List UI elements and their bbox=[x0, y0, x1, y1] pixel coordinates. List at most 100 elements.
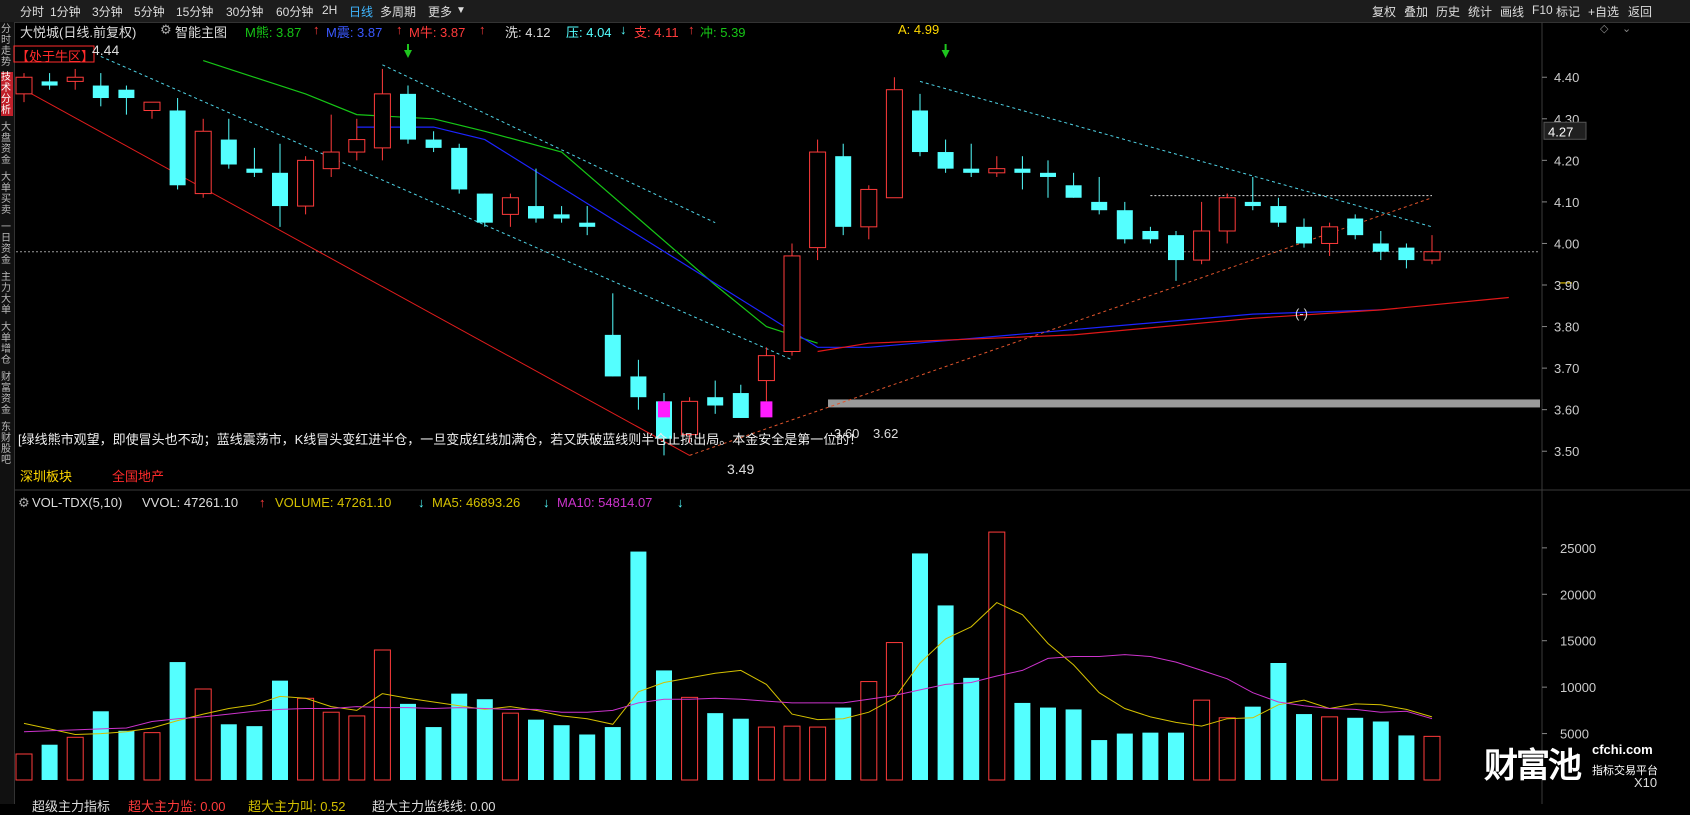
low-right-label: 3.60 bbox=[834, 426, 860, 441]
volume-bar-down bbox=[476, 699, 493, 780]
period-tab[interactable]: 15分钟 bbox=[176, 5, 214, 19]
candle-body-up bbox=[1321, 226, 1339, 244]
volume-bar-up bbox=[297, 697, 315, 781]
sidebar-tab-wealth-funds[interactable]: 财富资金 bbox=[1, 372, 11, 416]
price-tick-label: 4.20 bbox=[1554, 153, 1579, 168]
volume-ma5-line bbox=[23, 602, 1433, 736]
f10-button[interactable]: F10 bbox=[1532, 3, 1553, 17]
stats-button[interactable]: 统计 bbox=[1468, 5, 1493, 19]
low-right-label-2: 3.62 bbox=[873, 426, 899, 441]
m-bear-value: M熊: 3.87 bbox=[245, 25, 302, 40]
candle-body-up bbox=[885, 89, 903, 199]
bottom-value-1: 超大主力监: 0.00 bbox=[128, 799, 226, 814]
signal-arrow-down-icon bbox=[404, 44, 412, 58]
period-tab[interactable]: 2H bbox=[322, 3, 338, 17]
volume-bar-down bbox=[451, 693, 468, 780]
candle-body-down bbox=[118, 89, 135, 99]
period-toolbar: 分时 1分钟 3分钟 5分钟 15分钟 30分钟 60分钟 2H 日线 多周期 … bbox=[0, 0, 1690, 23]
gear-icon[interactable]: ⚙ bbox=[18, 495, 30, 510]
sidebar-tab-daily-funds[interactable]: 一日资金 bbox=[1, 222, 11, 266]
candle-body-down bbox=[1116, 210, 1133, 240]
gear-icon[interactable]: ⚙ bbox=[160, 22, 172, 37]
volume-bar-down bbox=[1116, 733, 1133, 780]
signal-arrow-down-icon bbox=[941, 44, 950, 58]
volume-bar-down bbox=[630, 551, 647, 780]
left-sidebar: 分时走势 技术分析 大盘资金 大单买卖 一日资金 主力大单 大单增仓 财富资金 … bbox=[0, 22, 15, 804]
volume-bar-down bbox=[1142, 732, 1159, 780]
downtrend-line-cyan-2 bbox=[382, 64, 716, 224]
candle-body-down bbox=[1296, 226, 1312, 244]
period-tab[interactable]: 1分钟 bbox=[50, 5, 81, 19]
diamond-icon[interactable]: ◇ bbox=[1600, 23, 1609, 35]
arrow-up-icon: ↑ bbox=[396, 22, 403, 37]
candle-body-up bbox=[1423, 251, 1441, 261]
mark-button[interactable]: 标记 bbox=[1556, 5, 1581, 19]
period-tab-active[interactable]: 日线 bbox=[349, 5, 374, 19]
chevron-down-icon[interactable]: ⌄ bbox=[1622, 23, 1632, 35]
sidebar-tab-order-increase[interactable]: 大单增仓 bbox=[1, 322, 11, 366]
period-tab[interactable]: 3分钟 bbox=[92, 5, 123, 19]
candle-body-up bbox=[143, 101, 161, 111]
volume-bar-up bbox=[143, 732, 161, 781]
sidebar-tab-forum[interactable]: 东财股吧 bbox=[1, 422, 11, 466]
volume-bar-down bbox=[1372, 721, 1389, 780]
volume-bar-down bbox=[835, 707, 852, 780]
volume-bar-down bbox=[41, 744, 58, 780]
volume-bar-down bbox=[1014, 702, 1031, 780]
volume-bar-down bbox=[400, 703, 416, 780]
volume-tick-label: 20000 bbox=[1560, 587, 1596, 602]
indicator-name[interactable]: 智能主图 bbox=[175, 25, 228, 40]
vol-indicator-name[interactable]: VOL-TDX(5,10) bbox=[32, 495, 123, 510]
buy-marker bbox=[658, 401, 670, 418]
period-tab[interactable]: 30分钟 bbox=[226, 5, 264, 19]
volume-bar-down bbox=[272, 680, 288, 780]
volume-bar-down bbox=[1398, 735, 1415, 780]
period-tab[interactable]: 分时 bbox=[20, 5, 45, 19]
logo-site: cfchi.com bbox=[1592, 742, 1653, 757]
candle-body-down bbox=[1270, 206, 1287, 223]
sidebar-tab-intraday[interactable]: 分时走势 bbox=[1, 24, 11, 68]
candle-body-down bbox=[707, 397, 724, 406]
candle-body-up bbox=[860, 188, 878, 228]
candle-body-up bbox=[297, 159, 315, 207]
vvol-value: VVOL: 47261.10 bbox=[142, 495, 239, 510]
overlay-button[interactable]: 叠加 bbox=[1404, 5, 1429, 19]
sidebar-tab-main-orders[interactable]: 主力大单 bbox=[1, 272, 11, 316]
period-tab[interactable]: 5分钟 bbox=[134, 5, 165, 19]
more-periods-button[interactable]: 更多 bbox=[428, 5, 453, 19]
candle-body-down bbox=[425, 139, 442, 148]
m-bull-value: M牛: 3.87 bbox=[409, 25, 466, 40]
sidebar-tab-technical[interactable]: 技术分析 bbox=[1, 72, 13, 116]
volume-bar-down bbox=[1091, 740, 1108, 780]
volume-tick-label: 5000 bbox=[1560, 727, 1589, 742]
candle-body-down bbox=[272, 172, 288, 207]
more-dropdown-icon[interactable]: ▼ bbox=[456, 5, 466, 16]
candle-body-down bbox=[528, 206, 544, 219]
candle-body-down bbox=[220, 139, 237, 165]
period-tab[interactable]: 60分钟 bbox=[276, 5, 314, 19]
sector-tag-shenzhen[interactable]: 深圳板块 bbox=[20, 469, 73, 484]
arrow-down-icon: ↓ bbox=[543, 495, 550, 510]
adjust-button[interactable]: 复权 bbox=[1372, 5, 1397, 19]
candle-body-down bbox=[169, 110, 186, 186]
bracket-label: (-) bbox=[1295, 306, 1308, 321]
sector-tag-realestate[interactable]: 全国地产 bbox=[112, 469, 165, 484]
candle-body-down bbox=[912, 110, 928, 153]
volume-bar-up bbox=[501, 712, 519, 781]
m-shock-value: M震: 3.87 bbox=[326, 25, 383, 40]
candle-body-down bbox=[41, 81, 58, 86]
add-watchlist-button[interactable]: +自选 bbox=[1588, 5, 1620, 19]
sidebar-tab-market-funds[interactable]: 大盘资金 bbox=[1, 122, 11, 166]
history-button[interactable]: 历史 bbox=[1436, 5, 1461, 19]
shock-line bbox=[356, 126, 1381, 348]
candle-body-down bbox=[1014, 168, 1031, 173]
back-button[interactable]: 返回 bbox=[1628, 5, 1653, 19]
wash-value: 洗: 4.12 bbox=[505, 25, 551, 40]
sidebar-tab-big-orders[interactable]: 大单买卖 bbox=[1, 172, 11, 216]
candle-body-down bbox=[246, 168, 263, 173]
draw-button[interactable]: 画线 bbox=[1500, 5, 1525, 19]
period-tab[interactable]: 多周期 bbox=[380, 5, 417, 19]
volume-value: VOLUME: 47261.10 bbox=[275, 495, 392, 510]
volume-bar-up bbox=[15, 753, 33, 781]
